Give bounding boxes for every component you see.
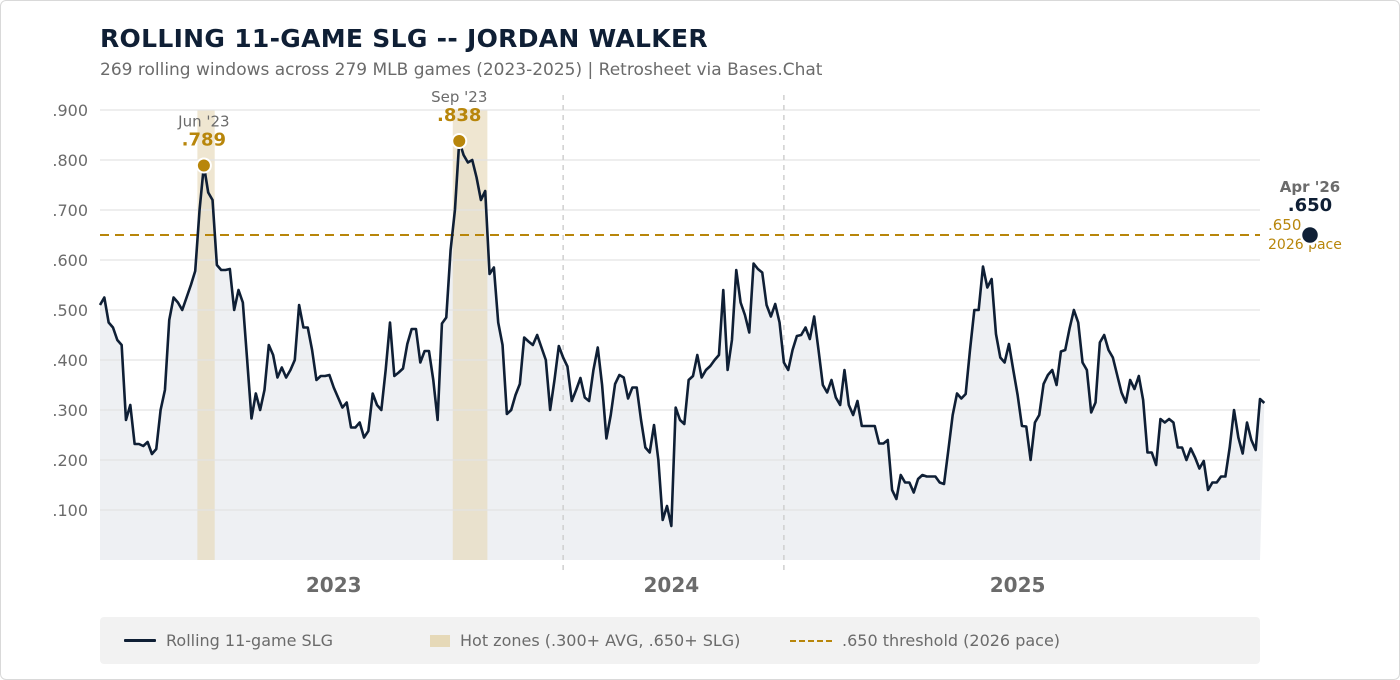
season-label: 2025 xyxy=(990,573,1046,597)
season-label: 2023 xyxy=(306,573,362,597)
season-label: 2024 xyxy=(644,573,700,597)
threshold-sublabel: 2026 pace xyxy=(1268,237,1342,253)
hot-zone-band-0 xyxy=(197,110,215,560)
peak-date-label: Sep '23 xyxy=(431,88,487,106)
y-tick-label: .900 xyxy=(52,101,88,120)
peak-marker xyxy=(195,157,212,174)
y-tick-label: .500 xyxy=(52,301,88,320)
y-tick-label: .600 xyxy=(52,251,88,270)
legend-item-threshold: .650 threshold (2026 pace) xyxy=(790,617,1060,664)
chart-subtitle: 269 rolling windows across 279 MLB games… xyxy=(100,60,823,80)
legend: Rolling 11-game SLG Hot zones (.300+ AVG… xyxy=(100,617,1260,664)
y-tick-label: .100 xyxy=(52,501,88,520)
y-tick-label: .400 xyxy=(52,351,88,370)
threshold-value-label: .650 xyxy=(1268,216,1301,234)
y-tick-label: .300 xyxy=(52,401,88,420)
legend-line-swatch xyxy=(124,639,156,642)
projection-date-label: Apr '26 xyxy=(1280,178,1340,196)
chart-title: ROLLING 11-GAME SLG -- JORDAN WALKER xyxy=(100,24,708,53)
legend-hot-zone-label: Hot zones (.300+ AVG, .650+ SLG) xyxy=(460,631,741,650)
area-fill xyxy=(100,141,1265,560)
legend-line-label: Rolling 11-game SLG xyxy=(166,631,333,650)
peak-value-label: .789 xyxy=(182,130,226,151)
y-tick-label: .800 xyxy=(52,151,88,170)
legend-threshold-label: .650 threshold (2026 pace) xyxy=(842,631,1061,650)
legend-hot-zone-swatch xyxy=(430,634,450,647)
peak-date-label: Jun '23 xyxy=(177,113,229,131)
peak-marker xyxy=(451,133,468,149)
legend-item-hot-zones: Hot zones (.300+ AVG, .650+ SLG) xyxy=(430,617,740,664)
peak-value-label: .838 xyxy=(437,105,481,126)
projection-value-label: .650 xyxy=(1288,195,1332,216)
legend-item-line: Rolling 11-game SLG xyxy=(124,617,333,664)
legend-threshold-swatch xyxy=(790,639,832,642)
y-tick-label: .200 xyxy=(52,451,88,470)
y-tick-label: .700 xyxy=(52,201,88,220)
slg-series-line xyxy=(98,139,1266,528)
projection-marker xyxy=(1299,224,1321,246)
hot-zone-band-1 xyxy=(452,110,488,560)
